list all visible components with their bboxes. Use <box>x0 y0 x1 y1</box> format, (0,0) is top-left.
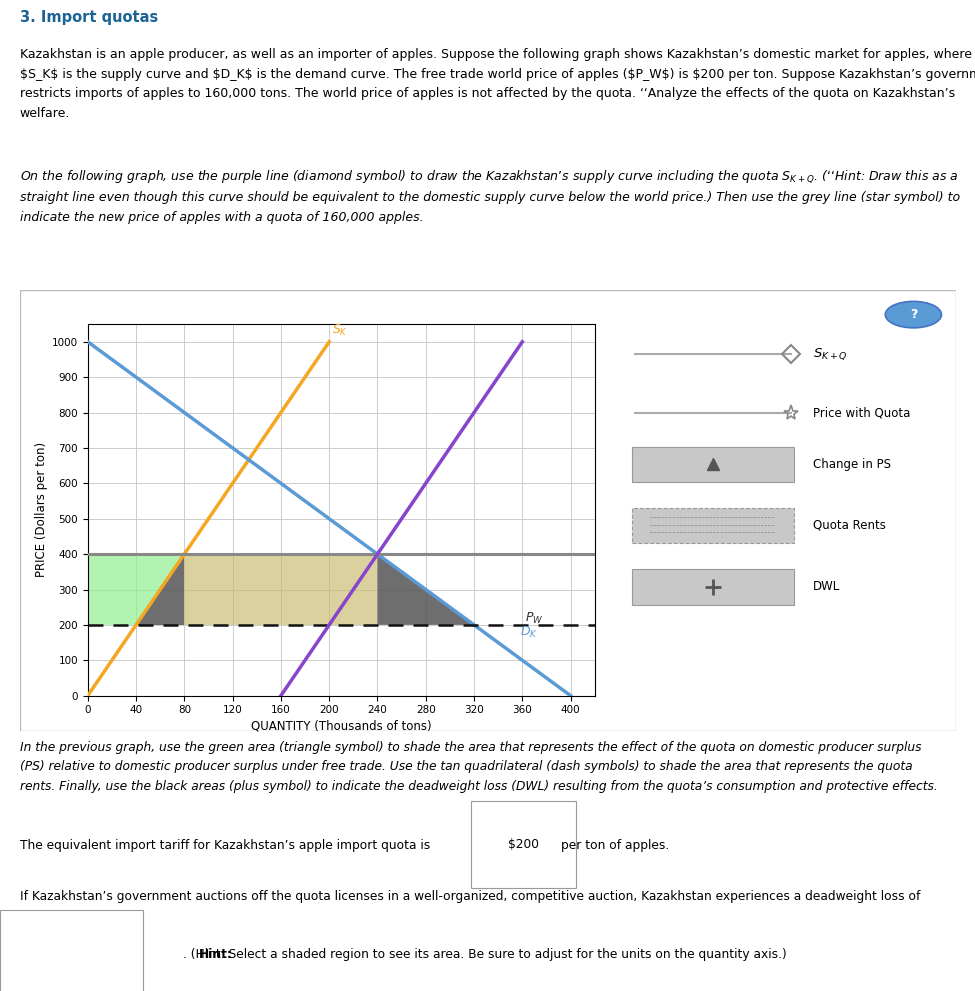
Text: $: $ <box>20 948 27 961</box>
Text: 3. Import quotas: 3. Import quotas <box>20 10 158 25</box>
Polygon shape <box>377 554 474 625</box>
Text: If Kazakhstan’s government auctions off the quota licenses in a well-organized, : If Kazakhstan’s government auctions off … <box>20 890 919 903</box>
FancyBboxPatch shape <box>632 569 794 605</box>
Text: Hint:: Hint: <box>199 948 233 961</box>
Polygon shape <box>184 554 377 625</box>
Text: On the following graph, use the purple line (diamond symbol) to draw the Kazakhs: On the following graph, use the purple l… <box>20 167 959 224</box>
Text: Change in PS: Change in PS <box>812 458 890 471</box>
Text: $P_W$: $P_W$ <box>525 611 543 626</box>
Text: DWL: DWL <box>812 581 839 594</box>
X-axis label: QUANTITY (Thousands of tons): QUANTITY (Thousands of tons) <box>251 719 432 732</box>
Text: $S_K$: $S_K$ <box>332 322 348 338</box>
Text: $S_{K+Q}$: $S_{K+Q}$ <box>812 346 847 362</box>
Polygon shape <box>88 554 184 625</box>
Text: Price with Quota: Price with Quota <box>812 406 910 420</box>
FancyBboxPatch shape <box>20 290 956 731</box>
Text: In the previous graph, use the green area (triangle symbol) to shade the area th: In the previous graph, use the green are… <box>20 741 937 793</box>
Circle shape <box>885 301 942 328</box>
Text: $200: $200 <box>508 838 539 851</box>
FancyBboxPatch shape <box>632 508 794 543</box>
Text: . (Hint: Select a shaded region to see its area. Be sure to adjust for the units: . (Hint: Select a shaded region to see i… <box>183 948 787 961</box>
Text: The equivalent import tariff for Kazakhstan’s apple import quota is: The equivalent import tariff for Kazakhs… <box>20 839 430 852</box>
Polygon shape <box>136 554 184 625</box>
Text: per ton of apples.: per ton of apples. <box>561 839 669 852</box>
FancyBboxPatch shape <box>632 447 794 482</box>
Text: ?: ? <box>910 308 917 321</box>
Y-axis label: PRICE (Dollars per ton): PRICE (Dollars per ton) <box>35 442 48 578</box>
Text: Quota Rents: Quota Rents <box>812 519 885 532</box>
Text: $D_K$: $D_K$ <box>520 625 538 640</box>
Text: Kazakhstan is an apple producer, as well as an importer of apples. Suppose the f: Kazakhstan is an apple producer, as well… <box>20 48 975 120</box>
